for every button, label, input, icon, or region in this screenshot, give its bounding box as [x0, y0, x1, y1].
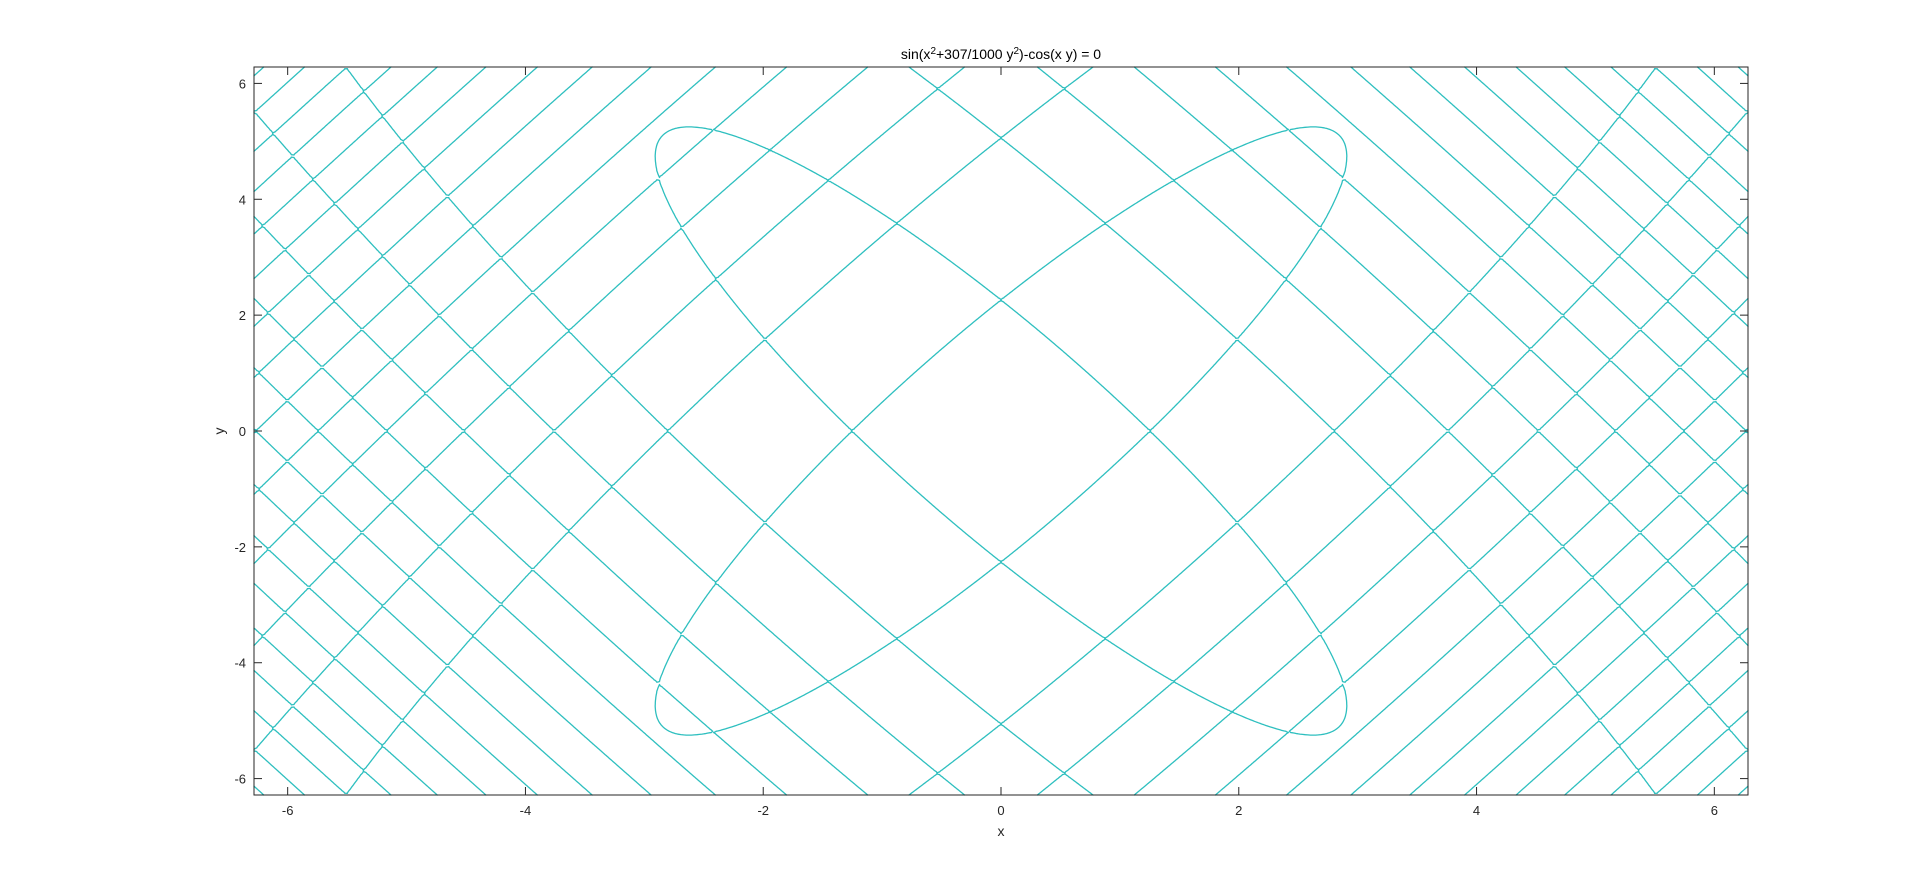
- chart-title: sin(x2+307/1000 y2)-cos(x y) = 0: [901, 46, 1101, 62]
- title-prefix: sin(x: [901, 46, 931, 62]
- y-tick-label-6: 6: [239, 76, 246, 91]
- chart-title-text: sin(x2+307/1000 y2)-cos(x y) = 0: [901, 46, 1101, 62]
- x-tick-label-6: 6: [1711, 803, 1718, 818]
- x-tick-label-1: -4: [520, 803, 532, 818]
- x-tick-label-4: 2: [1235, 803, 1242, 818]
- y-tick-label-5: 4: [239, 192, 246, 207]
- tick-layer: -6 -4 -2 0 2 4 6 -6 -4 -2 0 2 4 6: [234, 67, 1748, 818]
- y-axis-label: y: [211, 428, 227, 435]
- axes-box: [253, 66, 1749, 796]
- title-suffix: )-cos(x y) = 0: [1019, 46, 1101, 62]
- y-tick-label-0: -6: [234, 772, 246, 787]
- title-sup-2: 2: [1013, 46, 1019, 57]
- x-axis-label: x: [998, 823, 1005, 839]
- x-tick-label-3: 0: [997, 803, 1004, 818]
- x-tick-label-2: -2: [757, 803, 769, 818]
- title-middle: +307/1000 y: [936, 46, 1013, 62]
- title-sup-1: 2: [930, 46, 936, 57]
- x-tick-label-0: -6: [282, 803, 294, 818]
- y-tick-label-1: -4: [234, 656, 246, 671]
- y-tick-label-4: 2: [239, 308, 246, 323]
- x-tick-label-5: 4: [1473, 803, 1480, 818]
- contour-curve: [253, 66, 1749, 796]
- contour-curve-layer: [253, 66, 1749, 796]
- y-tick-label-2: -2: [234, 540, 246, 555]
- y-tick-label-3: 0: [239, 424, 246, 439]
